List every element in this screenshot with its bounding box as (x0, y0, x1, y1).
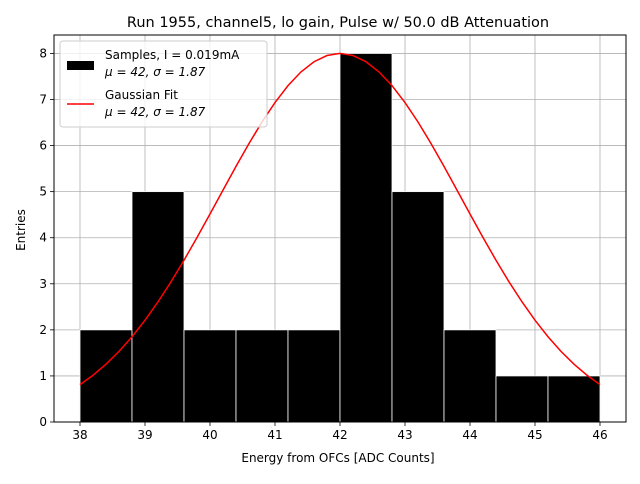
histogram-bar (495, 375, 549, 423)
x-tick-label: 43 (397, 428, 412, 442)
chart-title: Run 1955, channel5, lo gain, Pulse w/ 50… (127, 15, 549, 31)
legend-histogram-label: Samples, I = 0.019mA (105, 48, 240, 62)
x-tick-label: 38 (72, 428, 87, 442)
legend-fit-label: Gaussian Fit (105, 88, 178, 102)
y-tick-label: 1 (39, 369, 47, 383)
histogram-bar (443, 329, 497, 423)
legend-fit-stats: μ = 42, σ = 1.87 (104, 105, 206, 119)
y-tick-label: 8 (39, 46, 47, 60)
x-tick-label: 45 (527, 428, 542, 442)
x-tick-label: 40 (202, 428, 217, 442)
histogram-bar (235, 329, 289, 423)
y-tick-label: 2 (39, 323, 47, 337)
legend-histogram-swatch (67, 61, 94, 70)
y-tick-label: 4 (39, 231, 47, 245)
histogram-bar (183, 329, 237, 423)
legend: Samples, I = 0.019mA μ = 42, σ = 1.87 Ga… (59, 40, 268, 128)
x-axis-ticks: 38 39 40 41 42 43 44 45 46 (72, 422, 608, 442)
x-tick-label: 42 (332, 428, 347, 442)
x-axis-label: Energy from OFCs [ADC Counts] (241, 451, 434, 465)
histogram-bar (79, 329, 133, 423)
y-tick-label: 3 (39, 277, 47, 291)
histogram-bars (79, 53, 601, 423)
y-axis-ticks: 0 1 2 3 4 5 6 7 8 (39, 46, 54, 429)
gaussian-fit-line (79, 52, 601, 386)
gaussian-fit-layer (79, 52, 601, 386)
y-tick-label: 7 (39, 93, 47, 107)
x-tick-label: 46 (592, 428, 607, 442)
histogram-bar (391, 191, 445, 423)
x-tick-label: 41 (267, 428, 282, 442)
y-axis-label: Entries (14, 209, 28, 251)
x-tick-label: 39 (137, 428, 152, 442)
y-tick-label: 5 (39, 185, 47, 199)
legend-box (59, 40, 268, 128)
x-tick-label: 44 (462, 428, 477, 442)
histogram-bar (287, 329, 341, 423)
histogram-bar (339, 53, 393, 423)
histogram-bar (131, 191, 185, 423)
histogram-bar (547, 375, 601, 423)
y-tick-label: 6 (39, 139, 47, 153)
legend-histogram-stats: μ = 42, σ = 1.87 (104, 65, 206, 79)
y-tick-label: 0 (39, 415, 47, 429)
